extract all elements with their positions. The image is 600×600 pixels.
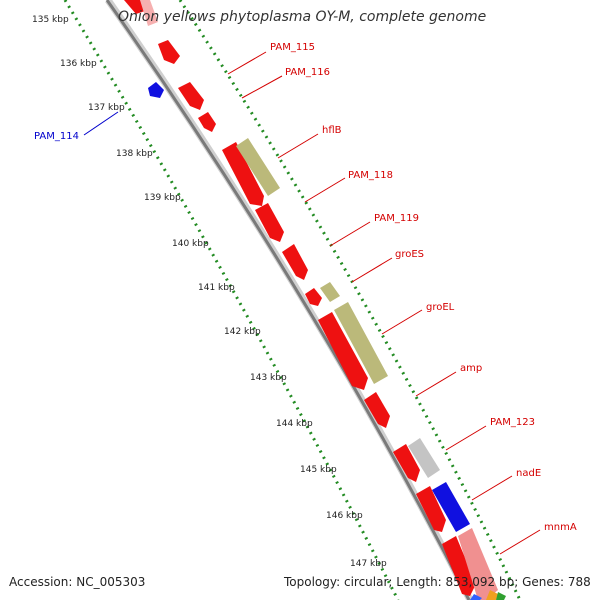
leader-line-pam123: [445, 425, 487, 451]
gene-label-nade[interactable]: nadE: [516, 468, 541, 479]
scale-label: 138 kbp: [116, 149, 153, 159]
gene-arrow-small[interactable]: [198, 112, 216, 132]
gene-label-pam_116[interactable]: PAM_116: [285, 67, 330, 78]
genome-backbone-core: [105, 0, 471, 600]
inner-scale-track: [63, 0, 400, 600]
gene-arrow-groel[interactable]: [318, 312, 368, 390]
leader-line-groes: [351, 257, 393, 283]
accession-value: NC_005303: [76, 575, 146, 589]
feature-pam123-grey[interactable]: [408, 438, 440, 478]
gene-label-hflb[interactable]: hflB: [322, 125, 342, 136]
gene-arrow-mnma[interactable]: [442, 536, 476, 596]
scale-label: 145 kbp: [300, 465, 337, 475]
genes-label: Genes:: [522, 575, 565, 589]
gene-arrow-groes[interactable]: [305, 288, 322, 306]
accession-footer: Accession: NC_005303: [9, 575, 145, 589]
page-title: Onion yellows phytoplasma OY-M, complete…: [118, 9, 487, 25]
scale-label: 144 kbp: [276, 419, 313, 429]
scale-label: 136 kbp: [60, 59, 97, 69]
scale-label: 137 kbp: [88, 103, 125, 113]
gene-arrow-pam114[interactable]: [148, 82, 164, 98]
gene-arrow-pam123[interactable]: [393, 444, 420, 482]
feature-hflb-olive[interactable]: [236, 138, 280, 196]
scale-label: 142 kbp: [224, 327, 261, 337]
gene-arrow-hflb[interactable]: [222, 142, 264, 206]
gene-label-pam_115[interactable]: PAM_115: [270, 42, 315, 53]
leader-line-mnma: [499, 529, 541, 555]
gene-label-pam_118[interactable]: PAM_118: [348, 170, 393, 181]
gene-label-pam_119[interactable]: PAM_119: [374, 213, 419, 224]
feature-mnma-pink[interactable]: [458, 528, 498, 600]
leader-line-groel: [381, 309, 423, 335]
leader-line-amp: [415, 371, 457, 397]
gene-label-groes[interactable]: groES: [395, 249, 424, 260]
gene-labels: PAM_115 PAM_116 hflB PAM_118 PAM_119 groES gro…: [270, 42, 577, 533]
leader-line-hflb: [277, 133, 319, 159]
length-label: Length:: [396, 575, 442, 589]
gene-label-mnma[interactable]: mnmA: [544, 522, 577, 533]
genome-stats-footer: Topology: circular; Length: 853,092 bp; …: [284, 575, 591, 589]
leader-line-pam114: [83, 111, 119, 136]
leader-line-nade: [471, 475, 513, 501]
leader-line-pam119: [329, 221, 371, 247]
accession-label: Accession:: [9, 575, 73, 589]
gene-arrow-pam118[interactable]: [255, 203, 284, 242]
gene-label-amp[interactable]: amp: [460, 363, 482, 374]
outer-feature-track: [178, 0, 522, 600]
left-gene-labels: PAM_114: [34, 131, 79, 142]
gene-label-groel[interactable]: groEL: [426, 302, 455, 313]
gene-label-pam_114[interactable]: PAM_114: [34, 131, 79, 142]
leader-line-pam118: [304, 177, 346, 203]
scale-label: 139 kbp: [144, 193, 181, 203]
gene-label-pam_123[interactable]: PAM_123: [490, 417, 535, 428]
topology-value: circular;: [343, 575, 393, 589]
topology-label: Topology:: [284, 575, 341, 589]
gene-arrow-pam119[interactable]: [282, 244, 308, 280]
gene-arrow-pam116[interactable]: [178, 82, 204, 110]
scale-label: 141 kbp: [198, 283, 235, 293]
gene-features: [124, 0, 506, 600]
leader-line-pam115: [227, 51, 267, 75]
scale-label: 135 kbp: [32, 15, 69, 25]
label-leader-lines: [227, 51, 541, 555]
scale-label: 146 kbp: [326, 511, 363, 521]
scale-label: 140 kbp: [172, 239, 209, 249]
gene-arrow-nade[interactable]: [416, 486, 446, 532]
feature-bottom-orange[interactable]: [486, 590, 498, 600]
feature-groes-olive[interactable]: [320, 282, 340, 302]
feature-bottom-blue[interactable]: [470, 594, 482, 600]
leader-line-pam116: [241, 75, 283, 99]
feature-bottom-green[interactable]: [496, 592, 506, 600]
scale-label: 143 kbp: [250, 373, 287, 383]
length-value: 853,092 bp;: [445, 575, 519, 589]
gene-arrow-amp[interactable]: [364, 392, 390, 428]
gene-arrow-pam115[interactable]: [158, 40, 180, 64]
feature-top-pink[interactable]: [140, 0, 158, 26]
genes-value: 788: [567, 575, 591, 589]
feature-nade-blue[interactable]: [432, 482, 470, 532]
feature-groel-olive[interactable]: [334, 302, 388, 384]
scale-labels: 135 kbp 136 kbp 137 kbp 138 kbp 139 kbp 140 k…: [32, 15, 387, 569]
scale-label: 147 kbp: [350, 559, 387, 569]
